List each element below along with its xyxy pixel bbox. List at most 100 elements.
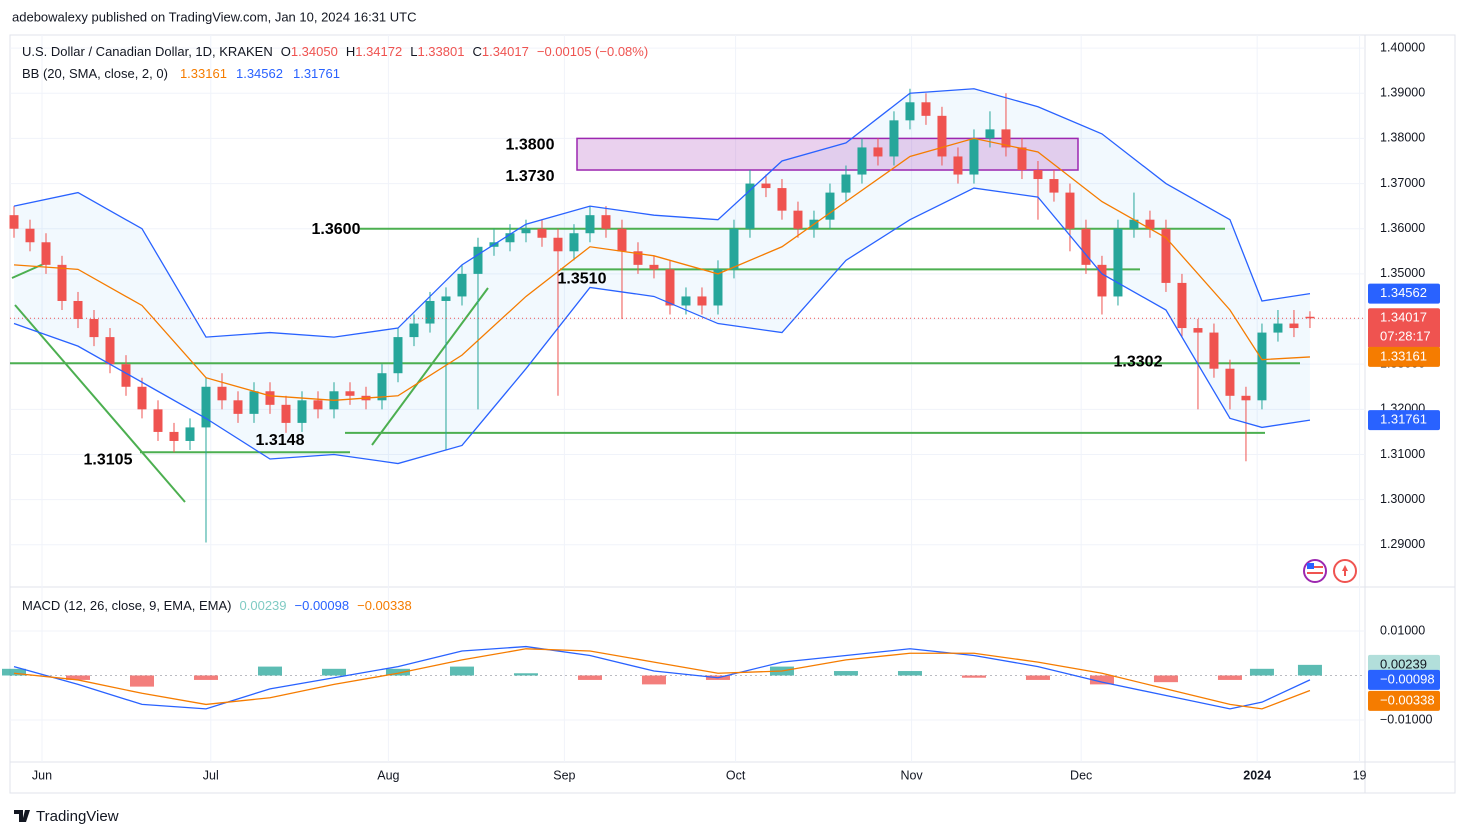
symbol-title: U.S. Dollar / Canadian Dollar, 1D, KRAKE… [22, 44, 273, 59]
trendline [14, 304, 186, 503]
candle-body [921, 102, 931, 116]
bb-legend: BB (20, SMA, close, 2, 0) 1.33161 1.34562 1… [22, 66, 340, 81]
band-line [13, 187, 1311, 465]
candle-body [1033, 170, 1043, 180]
plot-layer: 1.40000 1.39000 1.38000 1.37000 1.36000 1.350… [1, 35, 1440, 782]
candle-body [905, 102, 915, 121]
candle-body [73, 300, 83, 320]
y-tick-label: 1.38000 [1380, 131, 1425, 145]
ohlc-name: C [472, 44, 481, 59]
macd-legend: MACD (12, 26, close, 9, EMA, EMA) 0.00239… [22, 598, 412, 613]
candle-body [1161, 228, 1171, 283]
candle-body [1065, 192, 1075, 229]
macd-badge-label: −0.00098 [1380, 671, 1435, 686]
candle-body [1273, 323, 1283, 333]
flag-stripe [1307, 566, 1323, 568]
candle-body [185, 427, 195, 441]
candle-body [665, 269, 675, 306]
candle-body [201, 386, 211, 428]
candle-body [25, 228, 35, 243]
price-badge [1368, 283, 1440, 304]
candle-body [249, 391, 259, 414]
candle-body [377, 373, 387, 401]
candle-body [1209, 332, 1219, 369]
price-badge-timer: 07:28:17 [1380, 329, 1431, 344]
ohlc-value: 1.33801 [417, 44, 464, 59]
y-tick-label: 1.29000 [1380, 537, 1425, 551]
x-tick-label: 2024 [1243, 768, 1271, 782]
y-tick-label: 1.39000 [1380, 86, 1425, 100]
candle-body [217, 386, 227, 401]
candle-body [89, 319, 99, 338]
level-label: 1.3800 [506, 137, 555, 154]
y-tick-label: 0.01000 [1380, 623, 1425, 637]
candle-body [617, 228, 627, 252]
logo-mark [14, 810, 30, 822]
candle-body [473, 246, 483, 274]
footer-logo: TradingView [14, 808, 119, 825]
candle-body [313, 400, 323, 410]
level-label: 1.3148 [256, 432, 305, 449]
candle-body [1001, 129, 1011, 148]
histogram-bar [513, 673, 538, 676]
candle-body [1017, 147, 1027, 171]
bb-value: 1.33161 [180, 66, 227, 81]
candle-body [1113, 228, 1123, 297]
symbol-legend: U.S. Dollar / Canadian Dollar, 1D, KRAKE… [22, 44, 648, 59]
footer-brand: TradingView [36, 808, 119, 825]
candle-body [1177, 282, 1187, 329]
x-tick-label: Oct [726, 768, 746, 782]
macd-badge-label: 0.00239 [1380, 656, 1427, 671]
price-badge [1368, 410, 1440, 431]
macd-badge-label: −0.00338 [1380, 692, 1435, 707]
histogram-bar [321, 668, 346, 676]
candle-body [1193, 328, 1203, 333]
candle-body [873, 147, 883, 157]
resistance-zone [576, 137, 1079, 171]
macd-badge [1368, 690, 1440, 711]
price-badge-label: 1.34017 [1380, 310, 1427, 325]
price-badge-label: 1.33161 [1380, 348, 1427, 363]
y-tick-label: 1.40000 [1380, 40, 1425, 54]
candle-body [105, 337, 115, 365]
candle-body [297, 400, 307, 423]
trendline [371, 287, 489, 446]
price-badge [1368, 346, 1440, 367]
candle-body [345, 391, 355, 396]
candle-body [793, 210, 803, 229]
x-tick-label: Sep [553, 768, 575, 782]
ohlc-name: O [281, 44, 291, 59]
ohlc-value: 1.34172 [355, 44, 402, 59]
x-tick-label: Nov [900, 768, 923, 782]
candle-body [441, 296, 451, 301]
candle-body [713, 269, 723, 306]
histogram-bar [1249, 668, 1274, 676]
candle-body [425, 300, 435, 324]
header: adebowalexy published on TradingView.com… [12, 9, 416, 24]
histogram-bar [129, 675, 154, 687]
candle-body [585, 215, 595, 234]
y-tick-label: 1.36000 [1380, 221, 1425, 235]
candle-body [521, 228, 531, 234]
candle-body [697, 296, 707, 306]
x-tick-label: Dec [1070, 768, 1092, 782]
candle-body [633, 251, 643, 265]
histogram-bar [1153, 675, 1178, 683]
candle-body [41, 242, 51, 265]
change: −0.00105 (−0.08%) [537, 44, 648, 59]
level-label: 1.3510 [558, 271, 607, 288]
level-label: 1.3730 [506, 168, 555, 185]
candle-body [745, 183, 755, 229]
candle-body [569, 233, 579, 252]
candle-body [761, 183, 771, 189]
candle-body [889, 120, 899, 157]
bb-value: 1.31761 [293, 66, 340, 81]
price-badge [1368, 308, 1440, 349]
candle-body [857, 147, 867, 175]
candle-body [505, 233, 515, 243]
histogram-bar [449, 666, 474, 676]
